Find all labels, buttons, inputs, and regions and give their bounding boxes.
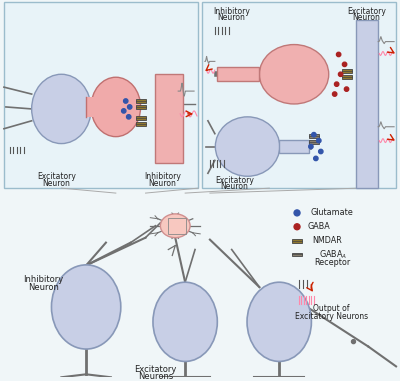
Circle shape	[332, 92, 337, 96]
Bar	[86, 97, 116, 117]
Text: Neuron: Neuron	[148, 179, 176, 188]
Text: Inhibitory: Inhibitory	[24, 275, 64, 284]
Circle shape	[334, 82, 339, 86]
Circle shape	[126, 115, 131, 119]
Circle shape	[317, 138, 321, 143]
Text: Neuron: Neuron	[42, 179, 70, 188]
Ellipse shape	[215, 117, 280, 176]
Text: GABA: GABA	[308, 222, 330, 231]
Text: Neuron: Neuron	[352, 13, 380, 22]
Circle shape	[128, 105, 132, 109]
Circle shape	[312, 133, 316, 137]
Ellipse shape	[160, 214, 190, 238]
Bar	[279, 139, 309, 154]
Bar	[136, 105, 146, 109]
Ellipse shape	[52, 265, 121, 349]
Ellipse shape	[32, 74, 91, 144]
Bar	[4, 2, 198, 188]
Text: Inhibitory: Inhibitory	[144, 172, 181, 181]
Bar	[202, 2, 396, 188]
Circle shape	[319, 149, 323, 154]
Text: NMDAR: NMDAR	[312, 236, 342, 245]
Text: Excitatory: Excitatory	[134, 365, 177, 374]
Ellipse shape	[260, 45, 329, 104]
Bar	[342, 69, 352, 73]
Bar	[136, 116, 146, 120]
Text: Glutamate: Glutamate	[310, 208, 353, 218]
Circle shape	[314, 156, 318, 161]
Text: Neuron: Neuron	[221, 182, 248, 190]
Text: Neuron: Neuron	[218, 13, 246, 22]
Circle shape	[352, 339, 356, 344]
Circle shape	[309, 144, 313, 149]
Circle shape	[342, 62, 347, 67]
Ellipse shape	[91, 77, 140, 137]
Bar	[136, 99, 146, 103]
Bar	[292, 253, 302, 256]
Text: Excitatory: Excitatory	[347, 7, 386, 16]
Bar	[309, 134, 319, 138]
Text: Neurons: Neurons	[138, 372, 173, 381]
Text: Inhibitory: Inhibitory	[213, 7, 250, 16]
Bar	[356, 20, 378, 188]
Circle shape	[122, 109, 126, 113]
Circle shape	[336, 52, 341, 57]
Bar	[342, 75, 352, 79]
Ellipse shape	[247, 282, 311, 362]
Text: Excitatory: Excitatory	[215, 176, 254, 185]
Bar	[136, 122, 146, 126]
Bar	[156, 74, 183, 163]
Circle shape	[294, 224, 300, 230]
Ellipse shape	[153, 282, 217, 362]
Circle shape	[344, 87, 349, 91]
Bar	[217, 67, 260, 81]
Text: GABA$_A$: GABA$_A$	[318, 248, 347, 261]
Text: Excitatory: Excitatory	[37, 172, 76, 181]
Text: Neuron: Neuron	[28, 283, 59, 292]
Bar	[292, 239, 302, 243]
Bar	[309, 139, 319, 144]
Text: Excitatory Neurons: Excitatory Neurons	[295, 312, 368, 321]
Circle shape	[124, 99, 128, 103]
Text: Receptor: Receptor	[314, 258, 351, 267]
Bar	[168, 218, 186, 234]
Circle shape	[338, 72, 343, 77]
Circle shape	[294, 210, 300, 216]
Text: Output of: Output of	[314, 304, 350, 314]
